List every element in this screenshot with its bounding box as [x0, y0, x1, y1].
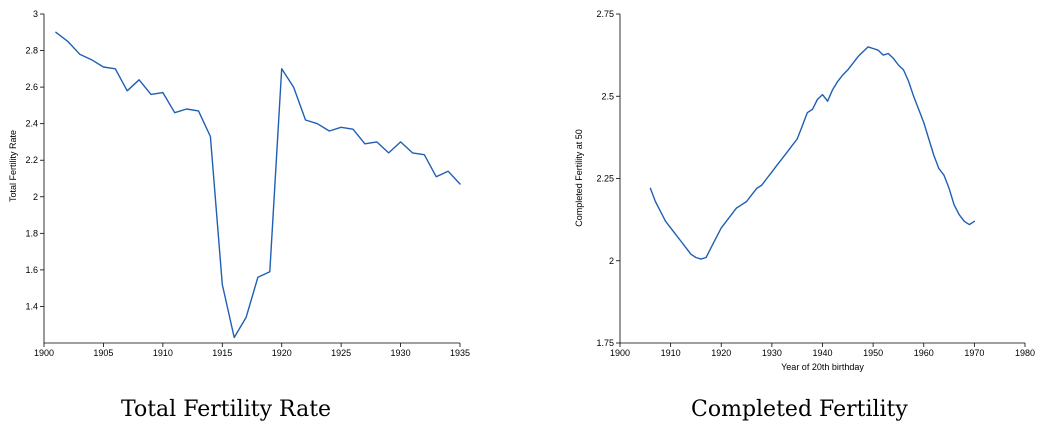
y-axis-label: Total Fertility Rate	[8, 130, 18, 202]
y-tick-label: 2.75	[596, 9, 614, 19]
x-tick-label: 1900	[610, 348, 630, 358]
x-tick-label: 1930	[762, 348, 782, 358]
y-tick-label: 2.5	[601, 91, 614, 101]
y-tick-label: 2	[609, 256, 614, 266]
x-tick-label: 1940	[812, 348, 832, 358]
x-tick-label: 1935	[450, 348, 470, 358]
y-tick-label: 1.6	[25, 265, 38, 275]
x-tick-label: 1910	[661, 348, 681, 358]
x-tick-label: 1915	[212, 348, 232, 358]
y-tick-label: 3	[33, 9, 38, 19]
y-tick-label: 2	[33, 192, 38, 202]
caption-right: Completed Fertility	[691, 397, 908, 422]
caption-left: Total Fertility Rate	[121, 397, 332, 422]
x-tick-label: 1980	[1015, 348, 1035, 358]
x-tick-label: 1905	[93, 348, 113, 358]
series-line	[55, 31, 461, 339]
y-tick-label: 2.25	[596, 174, 614, 184]
total-fertility-rate-chart: 1900 1905 1910 1915 1920 1925 1930 1935 1.4 1.6 1.…	[8, 9, 470, 358]
y-tick-label: 1.75	[596, 338, 614, 348]
x-tick-label: 1920	[272, 348, 292, 358]
series-line	[649, 46, 976, 260]
y-tick-label: 2.8	[25, 46, 38, 56]
y-tick-label: 2.6	[25, 82, 38, 92]
y-tick-label: 2.4	[25, 119, 38, 129]
x-tick-label: 1910	[153, 348, 173, 358]
y-tick-label: 1.8	[25, 228, 38, 238]
y-tick-label: 2.2	[25, 155, 38, 165]
x-tick-label: 1925	[331, 348, 351, 358]
x-axis-label: Year of 20th birthday	[781, 362, 864, 372]
x-tick-label: 1900	[34, 348, 54, 358]
x-tick-label: 1960	[914, 348, 934, 358]
x-tick-label: 1920	[711, 348, 731, 358]
x-tick-label: 1970	[964, 348, 984, 358]
y-tick-label: 1.4	[25, 301, 38, 311]
completed-fertility-chart: 1900 1910 1920 1930 1940 1950 1960 1970 1980 1.75…	[574, 9, 1035, 372]
y-axis-label: Completed Fertility at 50	[574, 129, 584, 227]
x-tick-label: 1930	[391, 348, 411, 358]
x-tick-label: 1950	[863, 348, 883, 358]
